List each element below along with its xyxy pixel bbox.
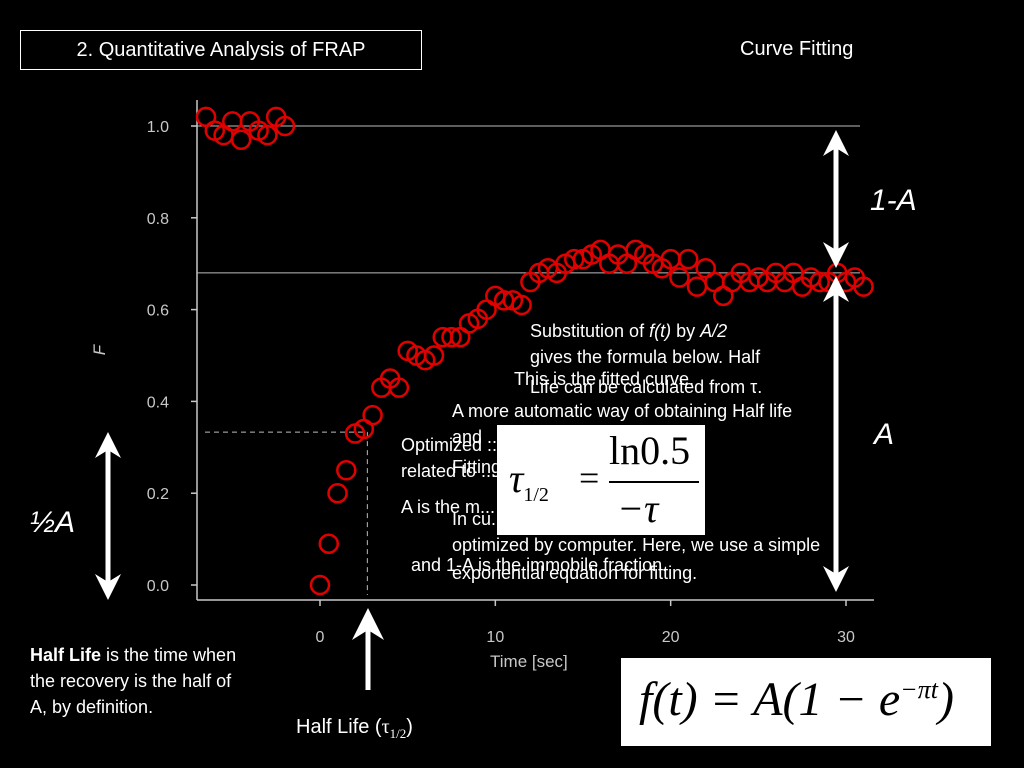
x-tick-label: 0 xyxy=(316,629,325,646)
one-minus-a-label: 1-A xyxy=(870,184,917,217)
x-axis-label: Time [sec] xyxy=(490,652,568,671)
y-tick-label: 0.8 xyxy=(147,211,169,228)
x-tick-label: 30 xyxy=(837,629,855,646)
data-point xyxy=(318,533,340,554)
data-point xyxy=(677,248,699,270)
data-point xyxy=(686,276,708,297)
formula-tau: τ1/2 xyxy=(509,456,549,506)
data-point xyxy=(336,460,357,481)
substitution-line-1: Substitution of f(t) by A/2 xyxy=(530,321,728,341)
exponential-line: exponential equation for fitting. xyxy=(452,563,698,583)
formula-numerator: ln0.5 xyxy=(609,428,691,473)
substitution-line-2: gives the formula below. Half xyxy=(530,347,761,367)
half-life-arrow-head xyxy=(352,608,384,640)
one-minus-a-arrow-head-top xyxy=(823,130,849,156)
one-minus-a-arrow-head-bottom xyxy=(823,242,849,268)
y-tick-label: 0.4 xyxy=(147,394,169,411)
immobile-fraction-line: and 1-A is the immobile fraction. xyxy=(411,555,668,575)
data-point xyxy=(441,326,462,348)
x-tick-label: 10 xyxy=(486,629,504,646)
automatic-line-1: A more automatic way of obtaining Half l… xyxy=(452,401,793,421)
a-arrow-head-bottom xyxy=(823,566,849,592)
substitution-line-3: Life can be calculated from τ. xyxy=(530,377,763,397)
optimized-by-line: optimized by computer. Here, we use a si… xyxy=(452,535,821,555)
data-point xyxy=(309,574,331,596)
optimized-line-2: related to ... xyxy=(401,461,497,481)
fitting-word: Fitting xyxy=(452,457,502,477)
a-arrow xyxy=(823,276,849,592)
fraction-bar xyxy=(609,481,699,483)
y-tick-label: 0.6 xyxy=(147,303,169,320)
a-arrow-head-top xyxy=(823,276,849,302)
half-life-arrow xyxy=(352,608,384,690)
data-point xyxy=(274,115,296,137)
data-point xyxy=(853,276,874,297)
half-life-definition: Half Life is the time when the recovery … xyxy=(30,645,237,717)
data-point xyxy=(669,267,690,288)
fit-equation: f(t) = A(1 − e−πt) xyxy=(639,673,954,726)
data-point xyxy=(257,124,278,146)
chart-axes: 0.0 0.2 0.4 0.6 0.8 1.0 0 10 20 30 xyxy=(147,100,874,646)
formula-equals: = xyxy=(579,458,600,498)
data-point xyxy=(362,404,383,426)
y-tick-label: 0.0 xyxy=(147,578,169,595)
a-is-the-line: A is the m... xyxy=(401,497,496,517)
y-axis-label: F xyxy=(90,344,110,356)
half-life-arrow-label: Half Life (τ1/2) xyxy=(296,716,413,741)
annotation-arrows xyxy=(95,130,849,690)
data-point xyxy=(423,345,445,366)
data-point xyxy=(809,271,830,293)
data-point xyxy=(511,294,532,316)
half-a-arrow-head-top xyxy=(95,432,121,458)
formula-denominator: −τ xyxy=(617,486,659,531)
half-a-label: ½A xyxy=(30,506,76,539)
y-tick-label: 0.2 xyxy=(147,486,169,503)
section-title: 2. Quantitative Analysis of FRAP xyxy=(20,30,422,70)
data-point xyxy=(388,377,410,398)
a-label: A xyxy=(874,418,895,451)
fit-equation-box: f(t) = A(1 − e−πt) xyxy=(621,658,991,746)
y-tick-label: 1.0 xyxy=(147,119,169,136)
fitted-curve-note: This is the fitted curve. xyxy=(514,369,695,389)
x-tick-label: 20 xyxy=(662,629,680,646)
data-point xyxy=(222,111,243,132)
data-points xyxy=(195,106,874,596)
half-life-formula-box: τ1/2 = ln0.5 −τ xyxy=(497,425,705,535)
data-point xyxy=(327,482,348,504)
half-a-arrow-head-bottom xyxy=(95,574,121,600)
half-a-arrow xyxy=(95,432,121,600)
data-point xyxy=(230,129,252,151)
slide-subtitle: Curve Fitting xyxy=(740,38,854,60)
one-minus-a-arrow xyxy=(823,130,849,268)
